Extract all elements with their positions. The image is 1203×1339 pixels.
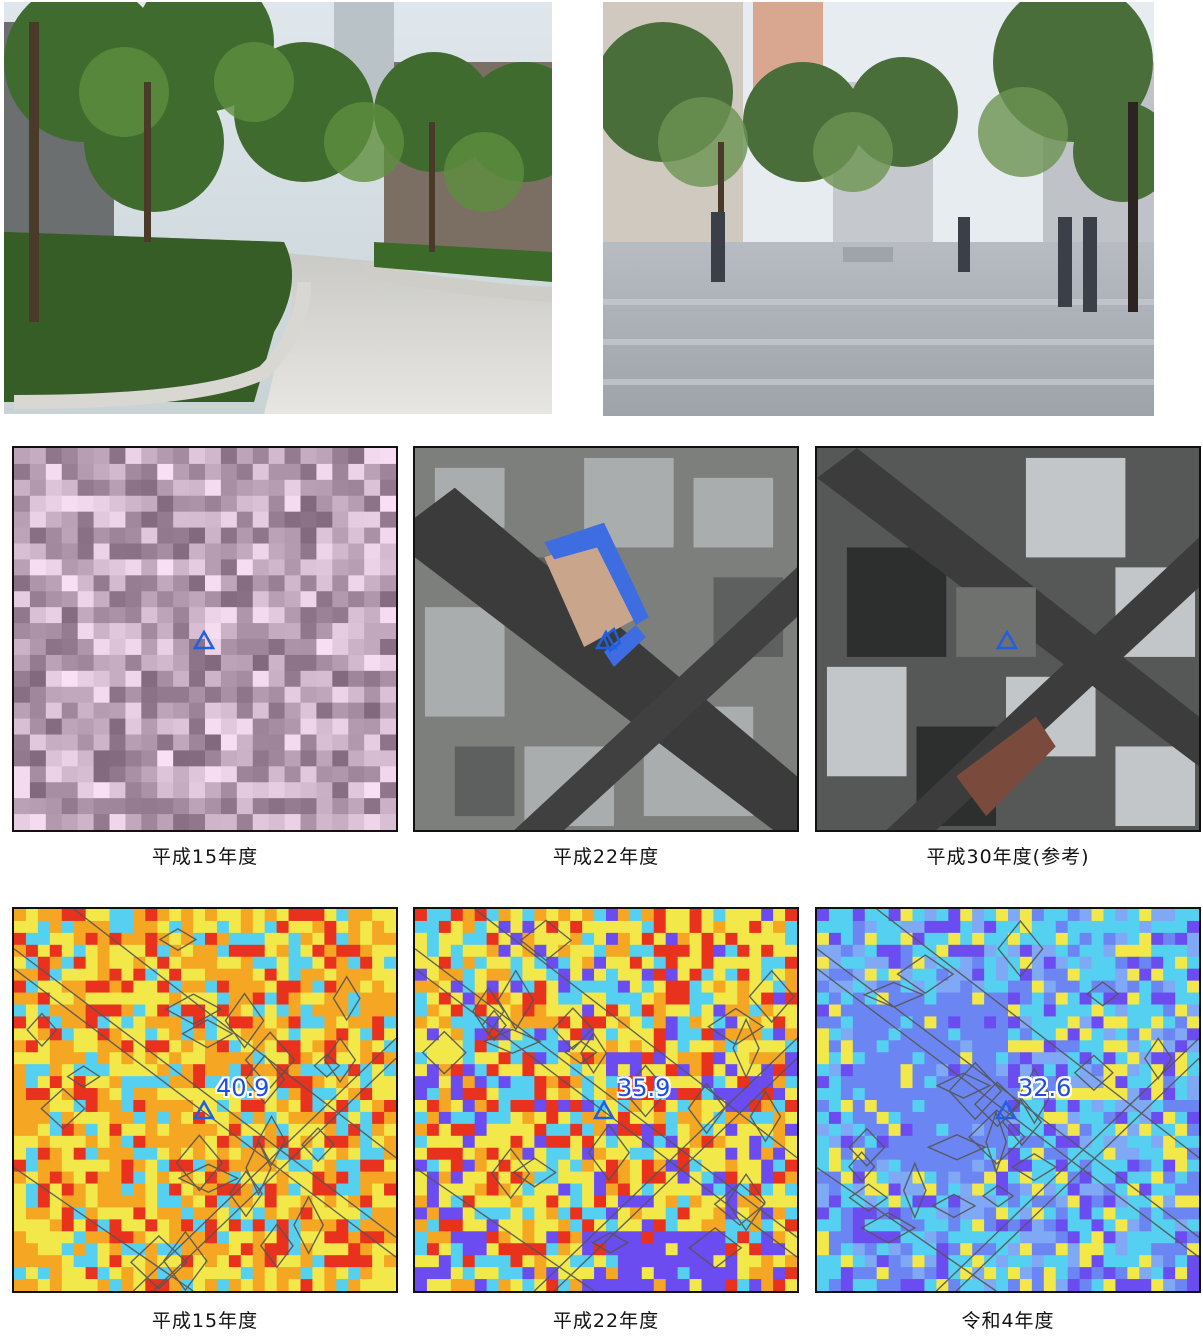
aerial-lowres-tile	[12, 446, 398, 832]
marker-triangle-icon	[193, 630, 215, 650]
marker-triangle-icon	[996, 630, 1018, 650]
photo-street-pedestrians	[603, 2, 1154, 416]
aerial-caption: 平成15年度	[151, 846, 259, 868]
aerial-new-image	[817, 448, 1199, 830]
aerial-old-tile	[413, 446, 799, 832]
aerial-lowres-image	[14, 448, 396, 830]
thermal-map-image	[415, 909, 797, 1291]
marker-triangle-icon	[995, 1100, 1017, 1120]
thermal-map-tile	[413, 907, 799, 1293]
thermal-map-image	[817, 909, 1199, 1291]
surface-temperature-label: 32.6	[1018, 1074, 1072, 1102]
surface-temperature-label: 40.9	[216, 1074, 270, 1102]
thermal-caption: 令和4年度	[961, 1310, 1055, 1332]
aerial-caption: 平成22年度	[552, 846, 660, 868]
photo-plaza-greenery	[4, 2, 552, 414]
thermal-caption: 平成15年度	[151, 1310, 259, 1332]
thermal-caption: 平成22年度	[552, 1310, 660, 1332]
surface-temperature-label: 35.9	[617, 1074, 671, 1102]
marker-triangle-icon	[595, 630, 617, 650]
street-photo-drawing	[603, 2, 1154, 416]
plaza-photo-drawing	[4, 2, 552, 414]
thermal-map-tile	[815, 907, 1201, 1293]
aerial-new-tile	[815, 446, 1201, 832]
thermal-map-tile	[12, 907, 398, 1293]
marker-triangle-icon	[193, 1100, 215, 1120]
aerial-caption: 平成30年度(参考)	[926, 846, 1090, 868]
thermal-map-image	[14, 909, 396, 1291]
aerial-old-image	[415, 448, 797, 830]
marker-triangle-icon	[593, 1100, 615, 1120]
